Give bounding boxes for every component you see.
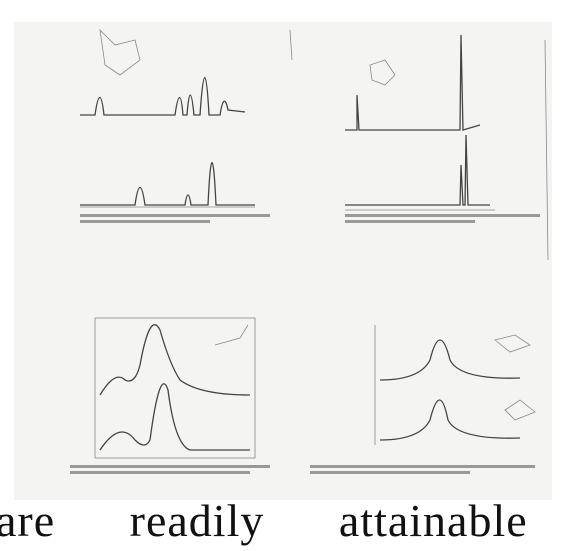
page: are readily attainable [0,0,562,551]
body-text: are readily attainable [0,494,562,547]
scanned-figures [0,0,562,551]
